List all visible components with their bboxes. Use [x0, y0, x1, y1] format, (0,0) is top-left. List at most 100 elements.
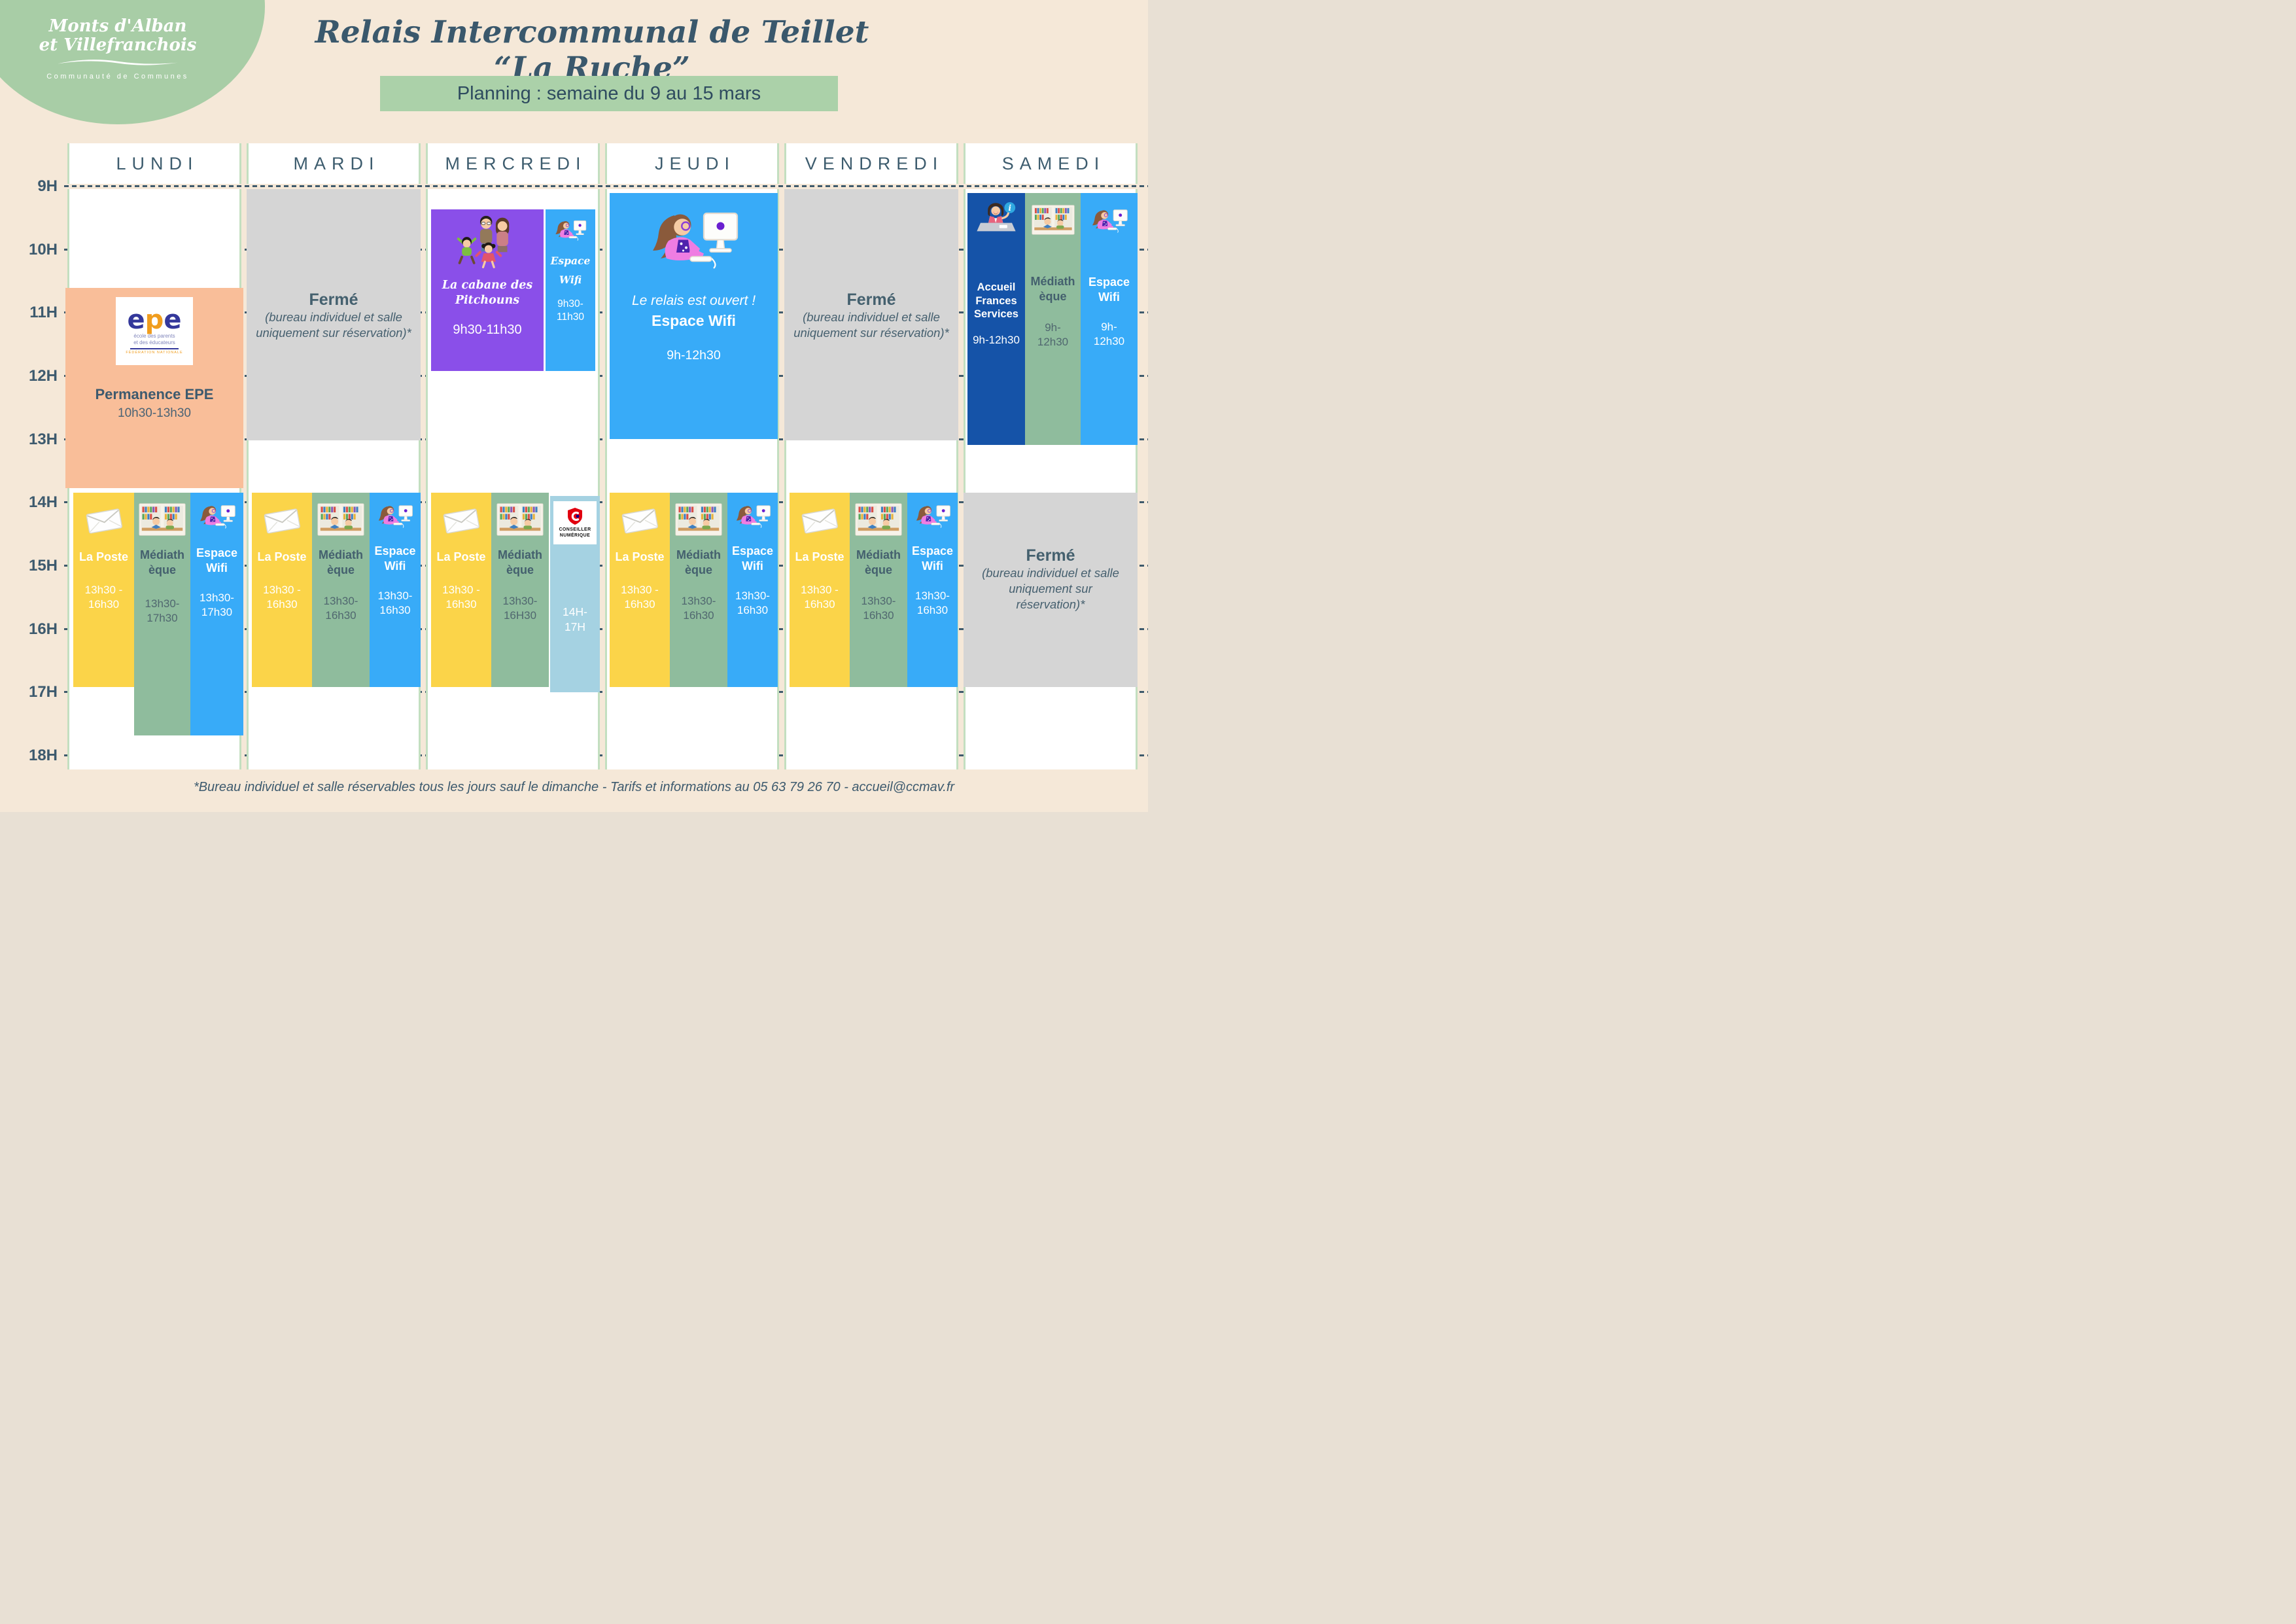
- ferme-title: Fermé: [309, 291, 358, 309]
- gridline-9h: [64, 185, 1148, 187]
- relais-ouvert-time: 9h-12h30: [667, 347, 721, 362]
- la-poste-label: La Poste: [257, 550, 307, 563]
- event-permanence-epe: epe école des parents et des éducateurs …: [65, 288, 243, 488]
- event-espace-wifi-vendredi: Espace Wifi 13h30-16h30: [907, 493, 958, 687]
- time-label-9h: 9H: [37, 177, 58, 195]
- library-illustration: [675, 503, 722, 536]
- event-cabane-pitchouns: La cabane des Pitchouns 9h30-11h30: [431, 209, 544, 371]
- conseiller-time: 14H-17H: [563, 605, 587, 633]
- la-poste-time: 13h30 - 16h30: [621, 583, 659, 610]
- la-poste-time: 13h30 - 16h30: [84, 583, 123, 610]
- planning-banner: Planning : semaine du 9 au 15 mars: [380, 76, 838, 111]
- library-illustration: [317, 503, 364, 536]
- espace-wifi-time: 13h30-16h30: [915, 590, 950, 617]
- epe-title: Permanence EPE: [95, 386, 214, 402]
- event-mediatheque-lundi: Médiathèque 13h30-17h30: [134, 493, 190, 735]
- ferme-line3: réservation)*: [1016, 597, 1085, 612]
- girl-computer-illustration: [913, 503, 952, 529]
- event-la-poste-vendredi: La Poste 13h30 - 16h30: [790, 493, 850, 687]
- library-illustration: [139, 503, 186, 536]
- library-illustration: [496, 503, 544, 536]
- time-label-10h: 10H: [28, 241, 58, 258]
- event-mediatheque-samedi: Médiathèque 9h-12h30: [1025, 193, 1081, 445]
- espace-wifi-label: Espace Wifi: [652, 312, 736, 329]
- epe-logo-federation: FÉDÉRATION NATIONALE: [126, 350, 183, 355]
- event-espace-wifi-samedi: Espace Wifi 9h-12h30: [1081, 193, 1138, 445]
- la-poste-label: La Poste: [78, 550, 129, 563]
- footer-note: *Bureau individuel et salle réservables …: [193, 780, 955, 794]
- event-relais-ouvert-jeudi: Le relais est ouvert ! Espace Wifi 9h-12…: [610, 193, 778, 439]
- accueil-france-services-time: 9h-12h30: [973, 333, 1020, 346]
- logo-wave-icon: [58, 60, 178, 65]
- event-la-poste-mercredi: La Poste 13h30 - 16h30: [431, 493, 491, 687]
- day-header-lundi: LUNDI: [67, 143, 241, 184]
- event-mediatheque-jeudi: Médiathèque 13h30-16h30: [670, 493, 727, 687]
- la-poste-label: La Poste: [795, 550, 844, 563]
- mediatheque-label: Médiathèque: [497, 548, 542, 576]
- espace-wifi-time: 13h30-16h30: [377, 590, 413, 617]
- girl-computer-illustration: [553, 219, 588, 242]
- time-label-16h: 16H: [28, 620, 58, 638]
- conseiller-shield-icon: [568, 507, 582, 525]
- accueil-france-services-label: Accueil Frances Services: [974, 281, 1018, 321]
- envelope-icon: [84, 506, 124, 534]
- event-espace-wifi-lundi: Espace Wifi 13h30-17h30: [190, 493, 243, 735]
- logo-subtitle: Communauté de Communes: [46, 73, 189, 81]
- day-header-vendredi: VENDREDI: [784, 143, 958, 184]
- mediatheque-label: Médiathèque: [139, 548, 184, 576]
- event-ferme-mardi: Fermé (bureau individuel et salle unique…: [247, 189, 421, 440]
- ferme-line1: (bureau individuel et salle: [982, 566, 1119, 580]
- page-title: Relais Intercommunal de Teillet “La Ruch…: [315, 14, 869, 86]
- event-conseiller-numerique: CONSEILLER NUMÉRIQUE 14H-17H: [550, 496, 600, 692]
- la-poste-time: 13h30 - 16h30: [263, 583, 301, 610]
- mediatheque-label: Médiathèque: [856, 548, 901, 576]
- day-header-jeudi: JEUDI: [605, 143, 779, 184]
- event-accueil-france-services: Accueil Frances Services 9h-12h30: [967, 193, 1025, 445]
- epe-logo-word: epe: [127, 304, 182, 335]
- cabane-title: La cabane des Pitchouns: [442, 279, 533, 307]
- mediatheque-time: 13h30-16H30: [502, 595, 538, 622]
- la-poste-time: 13h30 - 16h30: [801, 583, 839, 610]
- epe-logo-sub1: école des parents: [133, 332, 175, 339]
- epe-time: 10h30-13h30: [118, 406, 191, 420]
- ferme-title: Fermé: [1026, 546, 1075, 565]
- cabane-time: 9h30-11h30: [453, 322, 522, 337]
- mediatheque-time: 13h30-16h30: [323, 595, 358, 622]
- espace-wifi-label: Espace Wifi: [731, 544, 774, 573]
- family-illustration: [453, 215, 521, 270]
- ferme-line2: uniquement sur réservation)*: [256, 326, 411, 340]
- logo: Monts d'Alban et Villefranchois Communau…: [26, 16, 209, 81]
- event-mediatheque-mercredi: Médiathèque 13h30-16H30: [491, 493, 549, 687]
- mediatheque-label: Médiathèque: [676, 548, 721, 576]
- espace-wifi-label: Espace Wifi: [911, 544, 954, 573]
- time-label-15h: 15H: [28, 557, 58, 574]
- day-header-mardi: MARDI: [247, 143, 421, 184]
- espace-wifi-time: 13h30-17h30: [200, 591, 234, 619]
- event-la-poste-mardi: La Poste 13h30 - 16h30: [252, 493, 312, 687]
- event-mediatheque-vendredi: Médiathèque 13h30-16h30: [850, 493, 907, 687]
- espace-wifi-label: Espace Wifi: [1088, 275, 1130, 304]
- envelope-icon: [441, 506, 481, 534]
- ferme-line2: uniquement sur réservation)*: [793, 326, 949, 340]
- library-illustration: [1032, 205, 1075, 235]
- mediatheque-time: 13h30-16h30: [681, 595, 716, 622]
- event-ferme-samedi: Fermé (bureau individuel et salle unique…: [964, 493, 1138, 687]
- girl-computer-illustration: [645, 207, 743, 272]
- mediatheque-label: Médiathèque: [318, 548, 363, 576]
- time-label-18h: 18H: [28, 747, 58, 764]
- espace-wifi-time: 9h-12h30: [1093, 321, 1125, 348]
- epe-logo-sub2: et des éducateurs: [133, 339, 175, 345]
- envelope-icon: [262, 506, 302, 534]
- girl-computer-illustration: [375, 503, 415, 529]
- event-espace-wifi-jeudi: Espace Wifi 13h30-16h30: [727, 493, 778, 687]
- time-label-11h: 11H: [29, 304, 58, 321]
- envelope-icon: [619, 506, 660, 534]
- relais-ouvert-line: Le relais est ouvert !: [631, 293, 756, 308]
- epe-logo: epe école des parents et des éducateurs …: [116, 297, 193, 365]
- day-header-mercredi: MERCREDI: [426, 143, 600, 184]
- event-ferme-vendredi: Fermé (bureau individuel et salle unique…: [784, 189, 958, 440]
- girl-computer-illustration: [197, 503, 237, 530]
- girl-computer-illustration: [733, 503, 773, 529]
- time-label-17h: 17H: [28, 683, 58, 701]
- conseiller-logo-text: CONSEILLER NUMÉRIQUE: [559, 527, 591, 538]
